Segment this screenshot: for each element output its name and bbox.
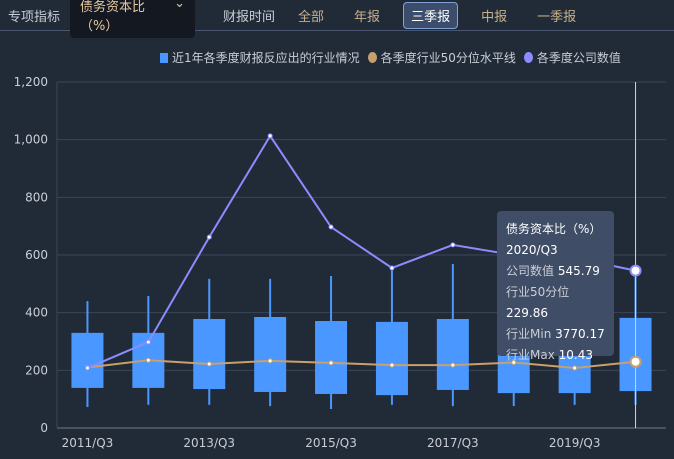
tab-q1[interactable]: 一季报 bbox=[537, 9, 577, 25]
tab-midyear[interactable]: 中报 bbox=[481, 9, 508, 25]
tab-annual[interactable]: 年报 bbox=[354, 9, 381, 25]
y-tick-label: 400 bbox=[25, 306, 48, 320]
y-tick-label: 200 bbox=[25, 363, 48, 377]
indicator-label: 专项指标 bbox=[8, 9, 61, 25]
tooltip-title: 债务资本比（%） bbox=[506, 222, 602, 236]
median-line bbox=[87, 359, 636, 370]
x-tick-label: 2015/Q3 bbox=[305, 436, 357, 450]
tooltip-period: 2020/Q3 bbox=[506, 243, 558, 257]
y-tick-label: 1,000 bbox=[14, 133, 48, 147]
x-tick-label: 2011/Q3 bbox=[62, 436, 114, 450]
median-point bbox=[511, 360, 517, 366]
tooltip-row: 公司数值 545.79 bbox=[506, 264, 600, 278]
box bbox=[315, 321, 348, 394]
tab-all[interactable]: 全部 bbox=[298, 9, 325, 25]
box bbox=[254, 316, 287, 392]
period-label: 财报时间 bbox=[223, 9, 276, 25]
median-point bbox=[328, 360, 334, 366]
median-point bbox=[450, 362, 456, 368]
median-point bbox=[267, 358, 273, 364]
indicator-select[interactable]: 债务资本比（%） ⌄ bbox=[70, 0, 196, 38]
y-tick-label: 800 bbox=[25, 190, 48, 204]
indicator-value: 债务资本比（%） bbox=[80, 0, 146, 34]
square-icon bbox=[160, 53, 168, 63]
x-tick-label: 2017/Q3 bbox=[427, 436, 479, 450]
company-point bbox=[145, 339, 151, 345]
y-tick-label: 600 bbox=[25, 248, 48, 262]
tooltip-row: 行业Max 10.43 bbox=[506, 348, 593, 362]
company-point bbox=[629, 264, 642, 277]
box bbox=[436, 319, 469, 390]
median-point bbox=[145, 357, 151, 363]
x-tick-label: 2013/Q3 bbox=[183, 436, 235, 450]
company-point bbox=[84, 365, 90, 371]
tooltip-row: 行业50分位 229.86 bbox=[506, 285, 570, 320]
chevron-down-icon: ⌄ bbox=[174, 0, 186, 11]
legend: 近1年各季度财报反应出的行业情况 各季度行业50分位水平线 各季度公司数值 bbox=[160, 49, 621, 66]
company-point bbox=[389, 265, 395, 271]
tab-q3[interactable]: 三季报 bbox=[403, 1, 459, 29]
toolbar: 专项指标 债务资本比（%） ⌄ 财报时间 全部 年报 三季报 中报 一季报 bbox=[0, 0, 674, 38]
company-point bbox=[450, 242, 456, 248]
company-point bbox=[328, 224, 334, 230]
x-tick-label: 2019/Q3 bbox=[549, 436, 601, 450]
circle-icon bbox=[367, 52, 377, 63]
legend-item-box[interactable]: 近1年各季度财报反应出的行业情况 bbox=[160, 49, 360, 66]
circle-icon bbox=[523, 52, 533, 63]
box bbox=[193, 319, 226, 390]
median-point bbox=[389, 362, 395, 368]
legend-item-company[interactable]: 各季度公司数值 bbox=[523, 49, 621, 66]
box bbox=[71, 332, 104, 388]
tooltip: 债务资本比（%） 2020/Q3 公司数值 545.79 行业50分位 229.… bbox=[497, 211, 614, 362]
y-tick-label: 1,200 bbox=[14, 75, 48, 89]
tooltip-row: 行业Min 3770.17 bbox=[506, 327, 605, 341]
company-point bbox=[206, 234, 212, 240]
median-point bbox=[572, 365, 578, 371]
company-point bbox=[267, 133, 273, 139]
y-tick-label: 0 bbox=[40, 421, 48, 435]
median-point bbox=[629, 355, 642, 368]
legend-item-median[interactable]: 各季度行业50分位水平线 bbox=[367, 49, 516, 66]
median-point bbox=[206, 361, 212, 367]
box bbox=[375, 321, 408, 396]
